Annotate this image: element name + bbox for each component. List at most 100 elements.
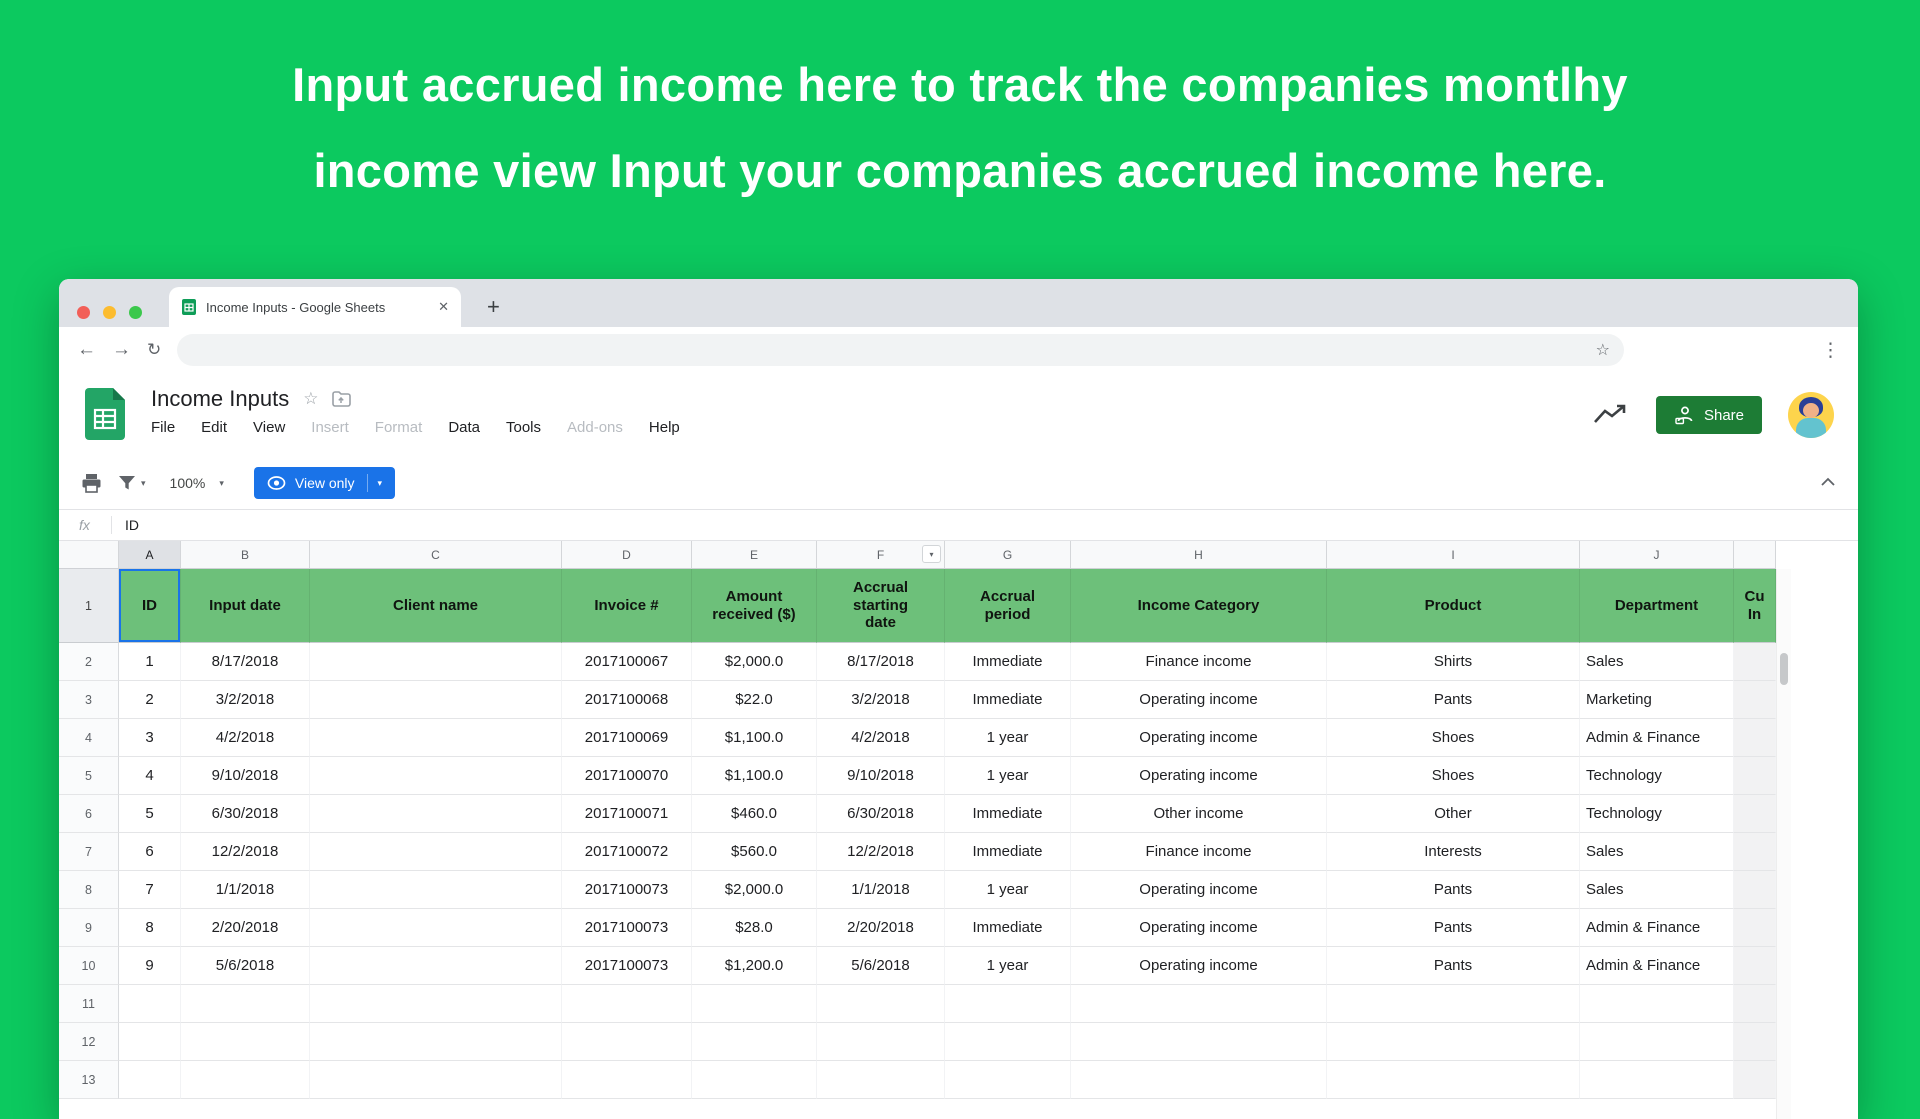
row-header-8[interactable]: 8 [59,871,119,909]
grid-cell[interactable] [817,985,945,1023]
column-header-k[interactable] [1734,541,1776,569]
grid-cell[interactable]: 3 [119,719,181,757]
grid-cell[interactable] [1071,1061,1327,1099]
grid-cell[interactable]: 9/10/2018 [817,757,945,795]
grid-cell[interactable] [1580,985,1734,1023]
browser-menu-icon[interactable]: ⋮ [1821,339,1840,361]
document-title[interactable]: Income Inputs [151,386,290,411]
grid-cell[interactable]: Immediate [945,643,1071,681]
grid-cell[interactable]: 2017100069 [562,719,692,757]
grid-cell[interactable] [181,985,310,1023]
grid-cell[interactable]: 1/1/2018 [181,871,310,909]
filter-views-button[interactable]: ▾ [118,475,146,491]
grid-cell[interactable]: Sales [1580,871,1734,909]
menu-help[interactable]: Help [648,419,680,436]
maximize-window-button[interactable] [129,306,142,319]
column-header-B[interactable]: B [181,541,310,569]
grid-cell[interactable]: 2017100070 [562,757,692,795]
grid-cell[interactable]: 2017100071 [562,795,692,833]
header-cell-9[interactable]: Product [1327,569,1580,643]
grid-cell[interactable]: Operating income [1071,909,1327,947]
grid-cell[interactable]: 1 year [945,947,1071,985]
grid-cell[interactable] [1327,985,1580,1023]
grid-cell[interactable]: 2017100067 [562,643,692,681]
menu-file[interactable]: File [151,419,176,436]
grid-cell[interactable]: 5/6/2018 [817,947,945,985]
grid-cell[interactable]: Admin & Finance [1580,947,1734,985]
grid-cell[interactable] [310,833,562,871]
grid-cell[interactable]: Operating income [1071,757,1327,795]
menu-addons[interactable]: Add-ons [567,419,623,436]
grid-cell[interactable] [945,985,1071,1023]
grid-cell[interactable]: 8 [119,909,181,947]
grid-cell[interactable] [1734,719,1776,757]
grid-cell[interactable]: 1 [119,643,181,681]
grid-cell[interactable] [310,1023,562,1061]
grid-cell[interactable]: 4/2/2018 [817,719,945,757]
grid-cell[interactable]: Admin & Finance [1580,719,1734,757]
grid-cell[interactable]: Immediate [945,795,1071,833]
row-header-13[interactable]: 13 [59,1061,119,1099]
grid-cell[interactable] [119,985,181,1023]
column-header-A[interactable]: A [119,541,181,569]
grid-cell[interactable]: Sales [1580,833,1734,871]
address-bar[interactable]: ☆ [177,334,1624,366]
grid-cell[interactable]: $1,200.0 [692,947,817,985]
grid-cell[interactable]: Finance income [1071,643,1327,681]
grid-cell[interactable] [1734,1023,1776,1061]
grid-cell[interactable] [119,1061,181,1099]
column-header-D[interactable]: D [562,541,692,569]
back-icon[interactable]: ← [77,339,96,360]
grid-cell[interactable] [1327,1061,1580,1099]
view-only-caret-icon[interactable]: ▾ [377,477,383,488]
header-cell-3[interactable]: Client name [310,569,562,643]
row-header-1[interactable]: 1 [59,569,119,643]
column-header-F[interactable]: F ▾ [817,541,945,569]
grid-cell[interactable] [1734,757,1776,795]
zoom-select[interactable]: 100% ▾ [170,475,224,491]
menu-insert[interactable]: Insert [311,419,349,436]
grid-cell[interactable] [310,681,562,719]
grid-cell[interactable]: Shirts [1327,643,1580,681]
column-header-C[interactable]: C [310,541,562,569]
menu-tools[interactable]: Tools [506,419,542,436]
row-header-10[interactable]: 10 [59,947,119,985]
column-header-J[interactable]: J [1580,541,1734,569]
grid-cell[interactable] [1734,833,1776,871]
grid-cell[interactable] [817,1023,945,1061]
column-filter-button[interactable]: ▾ [922,545,941,563]
column-header-G[interactable]: G [945,541,1071,569]
grid-cell[interactable]: Immediate [945,833,1071,871]
menu-view[interactable]: View [253,419,286,436]
grid-cell[interactable]: 1 year [945,871,1071,909]
grid-cell[interactable]: Pants [1327,947,1580,985]
star-document-icon[interactable]: ☆ [303,389,319,408]
grid-cell[interactable]: Operating income [1071,947,1327,985]
grid-cell[interactable]: Shoes [1327,719,1580,757]
grid-cell[interactable]: Pants [1327,681,1580,719]
grid-cell[interactable] [1071,985,1327,1023]
grid-cell[interactable] [692,1061,817,1099]
grid-cell[interactable]: 6/30/2018 [817,795,945,833]
grid-cell[interactable]: 2017100072 [562,833,692,871]
grid-cell[interactable]: $560.0 [692,833,817,871]
share-button[interactable]: Share [1655,396,1762,434]
menu-data[interactable]: Data [448,419,480,436]
grid-cell[interactable]: 2017100073 [562,947,692,985]
header-cell-1[interactable]: ID [119,569,181,643]
grid-cell[interactable]: 2017100073 [562,871,692,909]
grid-cell[interactable]: 1/1/2018 [817,871,945,909]
new-tab-button[interactable]: + [487,294,500,319]
grid-cell[interactable] [310,643,562,681]
grid-cell[interactable] [692,985,817,1023]
grid-cell[interactable] [1734,871,1776,909]
print-button[interactable] [81,473,102,493]
grid-cell[interactable]: Pants [1327,909,1580,947]
grid-cell[interactable] [1734,947,1776,985]
grid-cell[interactable] [310,947,562,985]
row-header-12[interactable]: 12 [59,1023,119,1061]
grid-cell[interactable] [692,1023,817,1061]
grid-cell[interactable]: $460.0 [692,795,817,833]
grid-cell[interactable]: 4/2/2018 [181,719,310,757]
grid-cell[interactable] [1734,1061,1776,1099]
